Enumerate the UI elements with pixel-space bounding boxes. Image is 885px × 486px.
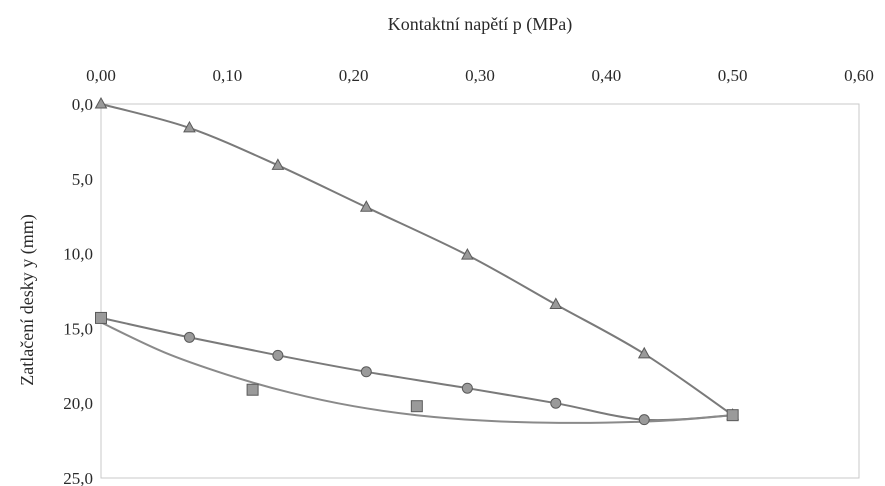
x-axis-title: Kontaktní napětí p (MPa) xyxy=(388,14,572,35)
series-2-point xyxy=(272,349,284,361)
series-3-point xyxy=(410,400,423,413)
series-2-point xyxy=(638,414,650,426)
x-tick-label: 0,40 xyxy=(591,66,621,85)
series-3-point xyxy=(726,409,739,422)
y-tick-label: 5,0 xyxy=(72,170,93,189)
plot-area xyxy=(100,103,860,479)
series-2-line xyxy=(100,316,733,422)
series-3-point xyxy=(95,311,107,324)
x-tick-label: 0,10 xyxy=(212,66,242,85)
y-tick-label: 10,0 xyxy=(63,245,93,264)
series-1-point xyxy=(271,158,285,170)
y-tick-label: 0,0 xyxy=(72,95,93,114)
series-2-point xyxy=(183,331,195,343)
y-tick-label: 15,0 xyxy=(63,319,93,338)
series-2-point xyxy=(550,397,562,409)
series-1-point xyxy=(94,96,108,109)
x-tick-labels: 0,00 0,10 0,20 0,30 0,40 0,50 0,60 xyxy=(86,66,874,85)
series-1-point xyxy=(549,297,563,309)
series-1-point xyxy=(461,248,474,260)
y-tick-label: 20,0 xyxy=(63,394,93,413)
x-tick-label: 0,60 xyxy=(844,66,874,85)
series-1-point xyxy=(183,120,196,133)
series-3-line xyxy=(100,321,733,424)
y-tick-label: 25,0 xyxy=(63,469,93,486)
y-axis-title: Zatlačení desky y (mm) xyxy=(17,214,38,385)
series-markers xyxy=(94,96,740,426)
series-2-point xyxy=(461,382,473,394)
x-tick-label: 0,00 xyxy=(86,66,116,85)
x-tick-label: 0,20 xyxy=(339,66,369,85)
series-lines xyxy=(100,103,734,424)
x-tick-label: 0,50 xyxy=(718,66,748,85)
series-3-point xyxy=(246,383,259,396)
series-2-point xyxy=(360,366,372,378)
y-tick-labels: 0,0 5,0 10,0 15,0 20,0 25,0 xyxy=(63,95,93,486)
series-1-line xyxy=(100,103,734,417)
series-1-point xyxy=(359,200,373,212)
x-tick-label: 0,30 xyxy=(465,66,495,85)
series-1-point xyxy=(637,346,651,359)
